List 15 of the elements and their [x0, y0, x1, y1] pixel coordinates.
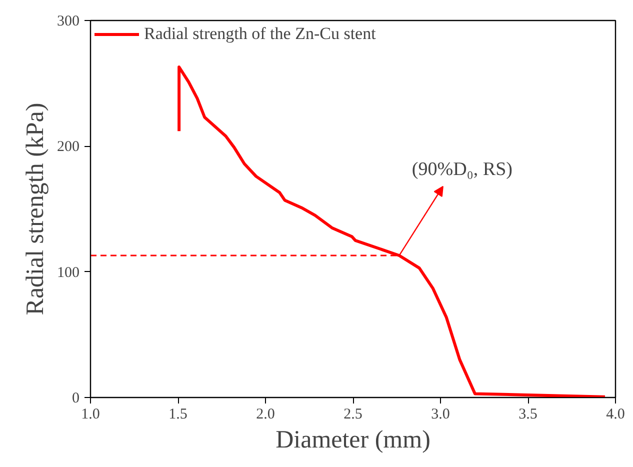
y-tick-label: 100 — [57, 264, 80, 281]
x-tick-label: 3.5 — [518, 406, 538, 422]
x-tick-label: 1.5 — [168, 406, 188, 422]
x-tick-label: 2.0 — [256, 406, 275, 422]
x-tick-label: 1.0 — [81, 406, 100, 422]
y-tick-label: 300 — [57, 14, 80, 30]
x-axis-title: Diameter (mm) — [276, 426, 430, 454]
x-tick-label: 3.0 — [431, 406, 450, 422]
x-tick-label: 4.0 — [606, 406, 625, 422]
y-axis-title: Radial strength (kPa) — [22, 102, 49, 316]
y-tick-label: 200 — [57, 139, 80, 156]
annotation: (90%D₀, RS) — [412, 159, 512, 180]
x-tick-label: 2.5 — [344, 406, 362, 422]
legend-label: Radial strength of the Zn-Cu stent — [144, 24, 376, 44]
y-tick-label: 0 — [72, 390, 80, 406]
